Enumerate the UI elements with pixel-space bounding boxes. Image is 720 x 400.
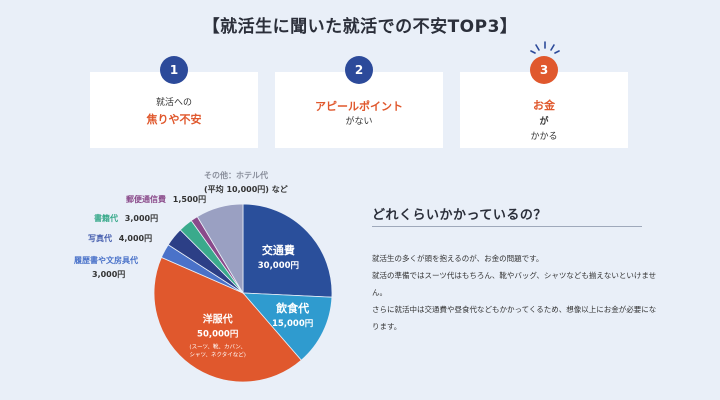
- card-line: がない: [345, 117, 373, 127]
- label-photo-name: 写真代: [88, 234, 112, 243]
- label-photo: 写真代 4,000円: [88, 233, 152, 244]
- rank-card-2: 2 アピールポイント がない: [275, 56, 443, 148]
- card-highlight: アピールポイント: [315, 100, 403, 113]
- label-other: その他：ホテル代 (平均 10,000円) など: [204, 170, 288, 195]
- pie-slice-1: [242, 292, 333, 361]
- slice-label-2: 洋服代: [203, 312, 233, 325]
- label-resume-value: 3,000円: [92, 270, 126, 279]
- card-highlight: お金が: [460, 97, 628, 131]
- label-books: 書籍代 3,000円: [94, 213, 158, 224]
- card-highlight-main: お金: [533, 99, 555, 112]
- slice-value-0: 30,000円: [258, 261, 299, 271]
- section-body: 就活生の多くが頭を抱えるのが、お金の問題です。 就活の準備ではスーツ代はもちろん…: [372, 250, 662, 335]
- section-title: どれくらいかかっているの？: [372, 208, 547, 223]
- rank-badge: 3: [530, 56, 558, 84]
- label-resume: 履歴書や文房具代 3,000円: [74, 255, 138, 280]
- label-resume-name: 履歴書や文房具代: [74, 256, 138, 265]
- card-line: 就活への: [155, 98, 192, 108]
- card-line: かかる: [530, 132, 558, 142]
- pie-slice-7: [196, 203, 244, 295]
- pie-slice-2: [153, 256, 302, 383]
- slice-value-1: 15,000円: [272, 319, 313, 329]
- slice-label-1: 飲食代: [275, 301, 309, 315]
- slice-label-0: 交通費: [262, 243, 295, 257]
- slice-note-2: (スーツ、靴、カバン、: [189, 342, 246, 350]
- label-other-suffix: など: [271, 185, 288, 194]
- label-other-name: その他：ホテル代: [204, 171, 268, 180]
- label-other-value: (平均 10,000円): [204, 185, 269, 194]
- sparkle-icon: [530, 41, 560, 54]
- card-highlight: 焦りや不安: [146, 113, 202, 126]
- pie-slice-0: [242, 203, 333, 298]
- page-title: 【就活生に聞いた就活での不安TOP3】: [202, 17, 518, 37]
- label-books-name: 書籍代: [94, 214, 118, 223]
- rank-badge: 2: [345, 56, 373, 84]
- section-divider: [372, 226, 642, 227]
- label-photo-value: 4,000円: [118, 234, 153, 243]
- body-paragraph: 就活生の多くが頭を抱えるのが、お金の問題です。: [372, 254, 544, 263]
- label-books-value: 3,000円: [124, 214, 159, 223]
- label-postal: 郵便通信費 1,500円: [126, 194, 206, 205]
- slice-value-2: 50,000円: [197, 329, 238, 339]
- rank-card-3: 3 お金が かかる: [460, 56, 628, 148]
- body-paragraph: 就活の準備ではスーツ代はもちろん、靴やバッグ、シャツなども揃えないといけません。: [372, 271, 657, 297]
- card-highlight-suffix: が: [539, 117, 549, 127]
- label-postal-value: 1,500円: [172, 195, 207, 204]
- rank-badge: 1: [160, 56, 188, 84]
- slice-note-2-b: シャツ、ネクタイなど): [189, 350, 246, 358]
- body-paragraph: さらに就活中は交通費や昼食代などもかかってくるため、想像以上にお金が必要になりま…: [372, 305, 657, 331]
- label-postal-name: 郵便通信費: [126, 195, 166, 204]
- rank-card-1: 1 就活への 焦りや不安: [90, 56, 258, 148]
